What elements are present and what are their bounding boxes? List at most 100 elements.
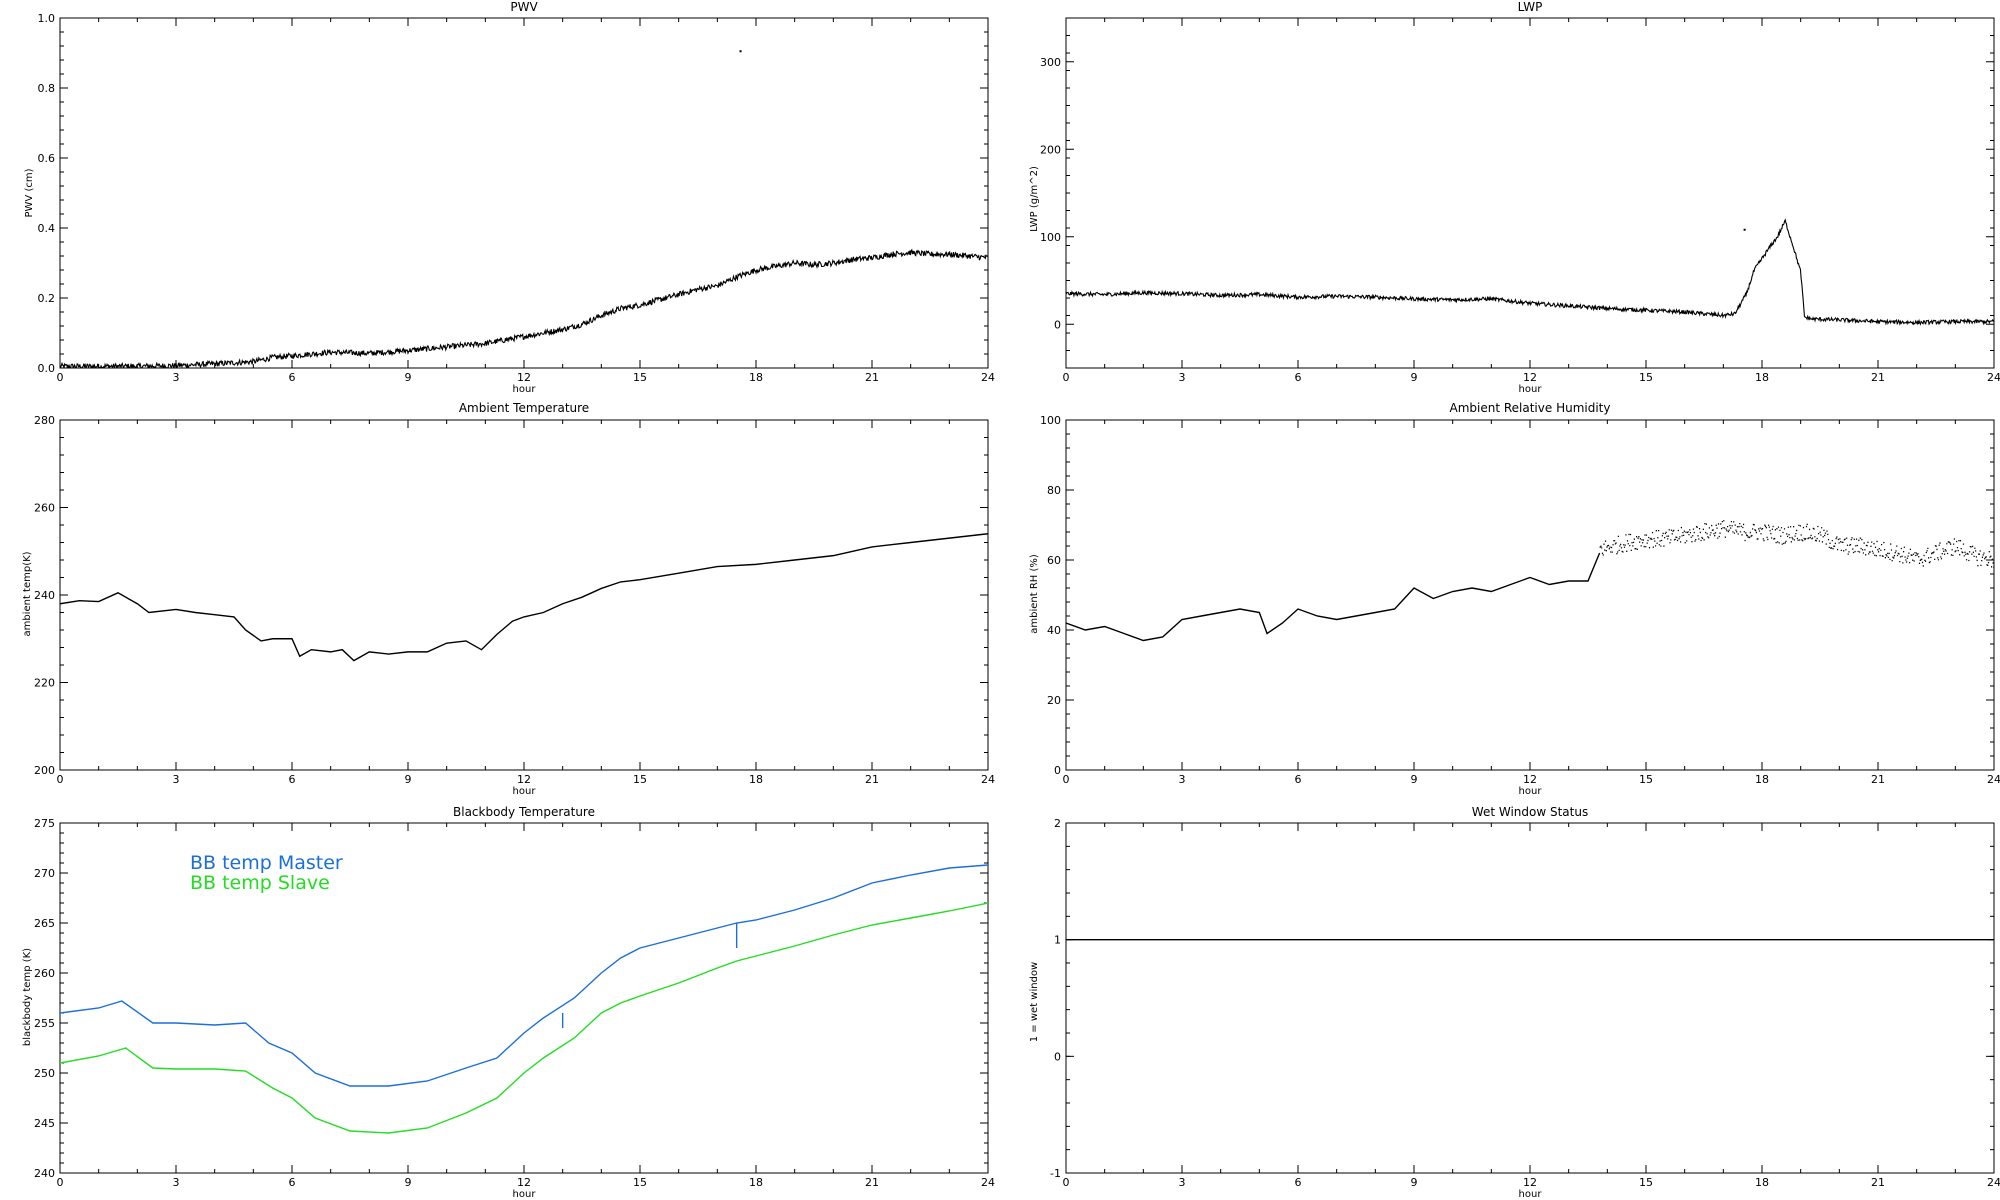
legend-entry-slave: BB temp Slave <box>190 872 330 894</box>
plot-frame <box>1065 17 1995 369</box>
chart-title: PWV <box>510 0 538 14</box>
x-tick-label: 9 <box>1411 773 1418 786</box>
x-tick-label: 12 <box>517 1176 531 1189</box>
chart-title: Wet Window Status <box>1472 805 1588 819</box>
x-tick-label: 15 <box>633 371 647 384</box>
x-tick-label: 21 <box>865 1176 879 1189</box>
y-axis-label: ambient RH (%) <box>1029 554 1040 634</box>
y-tick-label: 260 <box>34 967 55 980</box>
x-tick-label: 18 <box>1755 371 1769 384</box>
series-line-0 <box>60 864 988 1087</box>
x-axis-label: hour <box>1519 384 1543 395</box>
chart-title: Blackbody Temperature <box>453 805 595 819</box>
y-tick-label: 2 <box>1054 817 1061 830</box>
series-line-0 <box>1066 552 1601 642</box>
x-tick-label: 6 <box>289 1176 296 1189</box>
x-tick-label: 0 <box>57 1176 64 1189</box>
x-axis-label: hour <box>1519 786 1543 797</box>
plot-area <box>1066 520 1994 642</box>
x-tick-label: 12 <box>517 773 531 786</box>
y-tick-label: 240 <box>34 589 55 602</box>
x-tick-label: 6 <box>289 371 296 384</box>
y-tick-label: 260 <box>34 502 55 515</box>
plot-frame <box>59 17 989 369</box>
x-tick-label: 0 <box>1063 371 1070 384</box>
plot-frame <box>1065 822 1995 1174</box>
plot-frame <box>59 419 989 771</box>
series-line-0 <box>1066 218 1994 326</box>
x-tick-label: 6 <box>1295 371 1302 384</box>
y-tick-label: 80 <box>1047 484 1061 497</box>
x-tick-label: 9 <box>1411 1176 1418 1189</box>
x-tick-label: 3 <box>1179 1176 1186 1189</box>
ambient-relative-humidity-chart: Ambient Relative Humidity hour ambient R… <box>1029 401 2000 797</box>
x-tick-label: 0 <box>1063 1176 1070 1189</box>
y-tick-label: -1 <box>1050 1167 1061 1180</box>
y-tick-label: 1 <box>1054 934 1061 947</box>
outlier-point <box>1743 228 1746 231</box>
x-tick-label: 15 <box>1639 773 1653 786</box>
x-tick-label: 12 <box>517 371 531 384</box>
x-tick-label: 15 <box>633 773 647 786</box>
y-tick-label: 0 <box>1054 764 1061 777</box>
x-tick-label: 18 <box>1755 1176 1769 1189</box>
x-tick-label: 12 <box>1523 1176 1537 1189</box>
ambient-temperature-chart: Ambient Temperature hour ambient temp(K)… <box>22 401 995 797</box>
y-tick-label: 300 <box>1040 56 1061 69</box>
x-axis-label: hour <box>1519 1189 1543 1200</box>
y-tick-label: 1.0 <box>38 12 56 25</box>
y-axis-label: ambient temp(K) <box>22 551 33 636</box>
x-tick-label: 6 <box>1295 1176 1302 1189</box>
x-tick-label: 12 <box>1523 371 1537 384</box>
plot-area <box>60 533 988 662</box>
x-tick-label: 3 <box>173 1176 180 1189</box>
x-axis-label: hour <box>513 786 537 797</box>
y-tick-label: 0.8 <box>38 82 56 95</box>
x-tick-label: 3 <box>173 371 180 384</box>
x-tick-label: 21 <box>865 371 879 384</box>
plot-area <box>60 864 988 1134</box>
y-tick-label: 200 <box>1040 143 1061 156</box>
x-tick-label: 6 <box>289 773 296 786</box>
chart-title: LWP <box>1518 0 1543 14</box>
x-tick-label: 24 <box>1987 1176 2000 1189</box>
pwv-chart: PWV hour PWV (cm) 0 3 6 9 12 15 18 21 24 0.0 0.2 0.… <box>24 0 995 395</box>
y-tick-label: 265 <box>34 917 55 930</box>
y-tick-label: 255 <box>34 1017 55 1030</box>
plot-area <box>60 50 988 368</box>
series-line-0 <box>60 533 988 662</box>
x-tick-label: 3 <box>173 773 180 786</box>
chart-title: Ambient Relative Humidity <box>1450 401 1611 415</box>
y-axis-label: blackbody temp (K) <box>22 948 33 1046</box>
chart-title: Ambient Temperature <box>459 401 589 415</box>
y-tick-label: 0.2 <box>38 292 56 305</box>
plot-area <box>1066 218 1994 326</box>
x-tick-label: 9 <box>405 773 412 786</box>
y-axis-label: PWV (cm) <box>24 168 35 217</box>
x-tick-label: 24 <box>1987 371 2000 384</box>
x-tick-label: 18 <box>749 371 763 384</box>
y-tick-label: 280 <box>34 414 55 427</box>
x-tick-label: 18 <box>1755 773 1769 786</box>
y-tick-label: 100 <box>1040 231 1061 244</box>
x-tick-label: 21 <box>865 773 879 786</box>
x-tick-label: 18 <box>749 1176 763 1189</box>
y-tick-label: 0.0 <box>38 362 56 375</box>
x-tick-label: 21 <box>1871 773 1885 786</box>
x-tick-label: 15 <box>633 1176 647 1189</box>
series-line-0 <box>60 248 988 368</box>
x-tick-label: 24 <box>1987 773 2000 786</box>
x-tick-label: 3 <box>1179 773 1186 786</box>
y-tick-label: 250 <box>34 1067 55 1080</box>
x-tick-label: 21 <box>1871 1176 1885 1189</box>
x-tick-label: 0 <box>1063 773 1070 786</box>
x-tick-label: 12 <box>1523 773 1537 786</box>
x-tick-label: 0 <box>57 773 64 786</box>
y-tick-label: 40 <box>1047 624 1061 637</box>
x-tick-label: 0 <box>57 371 64 384</box>
y-tick-label: 220 <box>34 677 55 690</box>
lwp-chart: LWP hour LWP (g/m^2) 0 3 6 9 12 15 18 21 24 0 100 2… <box>1029 0 2000 395</box>
y-tick-label: 200 <box>34 764 55 777</box>
y-tick-label: 0.4 <box>38 222 56 235</box>
